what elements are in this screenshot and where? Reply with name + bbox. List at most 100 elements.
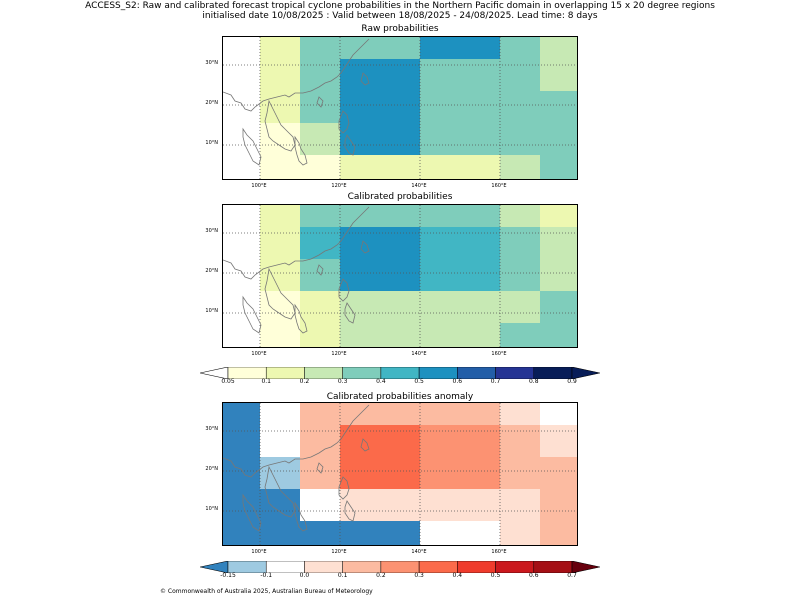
probability-cell [300, 259, 340, 291]
colorbar-tick-label: 0.4 [452, 572, 463, 579]
map-canvas [223, 37, 577, 179]
probability-cell [340, 425, 420, 457]
probability-cell [500, 489, 540, 521]
coastline [316, 462, 324, 474]
probability-cell [420, 425, 500, 457]
latitude-label: 10°N [205, 308, 218, 314]
probability-cell [340, 259, 420, 291]
probability-cell [340, 227, 420, 259]
probability-cell [300, 205, 340, 227]
probability-cell [340, 291, 420, 323]
latitude-label: 30°N [205, 228, 218, 234]
latitude-label: 20°N [205, 466, 218, 472]
probability-cell [223, 205, 260, 227]
colorbar-tick-label: 0.3 [337, 378, 348, 385]
longitude-label: 160°E [491, 351, 507, 357]
colorbar-tick-label: -0.15 [220, 572, 236, 579]
probability-cell [223, 291, 260, 323]
probability-cell [420, 59, 500, 91]
probability-cell [500, 91, 540, 123]
coastline [344, 134, 356, 156]
probability-cell [420, 259, 500, 291]
probability-cell [300, 425, 340, 457]
colorbar-tick-label: 0.7 [567, 572, 577, 579]
probability-cell [300, 489, 340, 521]
probability-cell [223, 521, 260, 545]
probability-cell [223, 489, 260, 521]
longitude-label: 120°E [331, 549, 347, 555]
figure-title-line2: initialised date 10/08/2025 : Valid betw… [202, 11, 598, 21]
coastline [360, 240, 370, 254]
colorbar-over-triangle [571, 366, 601, 380]
panel-title-anomaly: Calibrated probabilities anomaly [326, 392, 474, 402]
colorbar-tick-label: 0.6 [452, 378, 463, 385]
probability-cell [340, 403, 420, 425]
map-canvas [223, 205, 577, 347]
colorbar-tick-label: 0.5 [414, 378, 424, 385]
map-panel-calibrated [222, 204, 578, 348]
probability-cell [223, 37, 260, 59]
probability-cell [223, 323, 260, 347]
coastline [338, 278, 350, 302]
probability-cell [300, 91, 340, 123]
coastline [223, 38, 370, 112]
longitude-label: 140°E [411, 549, 427, 555]
probability-cell [500, 155, 540, 179]
coastline [294, 135, 308, 166]
probability-cell [260, 59, 300, 91]
coastline [264, 465, 296, 518]
probability-cell [223, 403, 260, 425]
probability-cell [500, 457, 540, 489]
probability-cell [340, 155, 420, 179]
probability-cell [260, 227, 300, 259]
longitude-label: 100°E [251, 183, 267, 189]
probability-cell [340, 37, 420, 59]
probability-cell [500, 323, 540, 347]
coastline [223, 404, 370, 478]
latitude-label: 30°N [205, 60, 218, 66]
probability-cell [540, 403, 577, 425]
probability-cell [540, 123, 577, 155]
probability-cell [340, 323, 420, 347]
probability-cell [540, 521, 577, 545]
probability-cell [223, 259, 260, 291]
colorbar-tick-label: 0.2 [299, 378, 310, 385]
colorbar-tick-label: 0.6 [528, 572, 539, 579]
probability-cell [500, 227, 540, 259]
probability-cell [500, 123, 540, 155]
probability-cell [540, 425, 577, 457]
probability-cell [300, 123, 340, 155]
latitude-label: 20°N [205, 100, 218, 106]
probability-cell [420, 205, 500, 227]
probability-cell [500, 521, 540, 545]
longitude-label: 140°E [411, 183, 427, 189]
probability-cell [420, 457, 500, 489]
probability-cell [260, 155, 300, 179]
probability-cell [420, 91, 500, 123]
colorbar-tick-label: 0.7 [490, 378, 501, 385]
probability-cell [340, 91, 420, 123]
probability-cell [223, 123, 260, 155]
probability-cell [340, 521, 420, 545]
coastline [223, 206, 370, 280]
probability-cell [340, 59, 420, 91]
probability-cell [540, 37, 577, 59]
probability-cell [260, 323, 300, 347]
probability-cell [340, 489, 420, 521]
probability-cell [300, 227, 340, 259]
panel-title-raw: Raw probabilities [361, 24, 439, 34]
colorbar-tick-label: 0.4 [376, 378, 386, 385]
probability-cell [300, 403, 340, 425]
probability-cell [260, 403, 300, 425]
probability-cell [340, 205, 420, 227]
probability-cell [260, 489, 300, 521]
colorbar-probabilities [199, 364, 601, 380]
latitude-label: 10°N [205, 506, 218, 512]
probability-cell [540, 155, 577, 179]
copyright-footer: © Commonwealth of Australia 2025, Austra… [160, 588, 373, 595]
probability-cell [260, 291, 300, 323]
probability-cell [500, 259, 540, 291]
probability-cell [420, 155, 500, 179]
colorbar-tick-label: 0.0 [299, 572, 310, 579]
probability-cell [500, 403, 540, 425]
